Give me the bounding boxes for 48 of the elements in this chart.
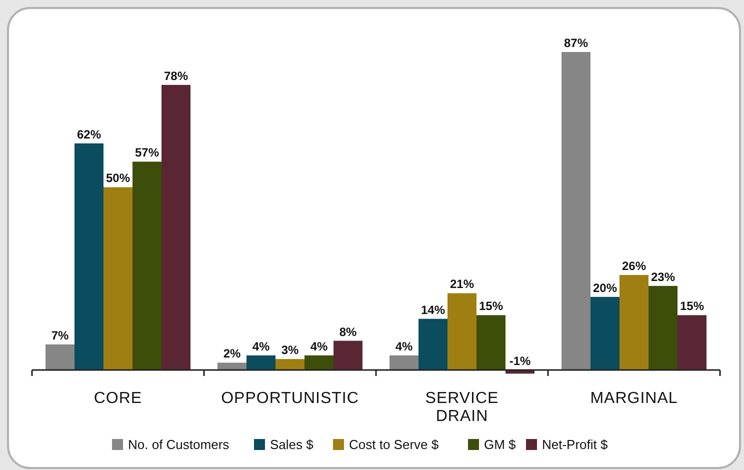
bar bbox=[562, 52, 590, 370]
data-label: 78% bbox=[164, 68, 188, 83]
data-label: -1% bbox=[509, 354, 531, 368]
bar bbox=[390, 355, 418, 370]
data-label: 50% bbox=[106, 171, 130, 186]
bar bbox=[448, 293, 476, 370]
bar bbox=[74, 143, 104, 370]
bar bbox=[304, 355, 334, 370]
bar bbox=[162, 84, 190, 370]
bar bbox=[678, 315, 706, 370]
data-label: 2% bbox=[223, 346, 241, 361]
data-label: 15% bbox=[680, 299, 704, 314]
bar bbox=[218, 362, 246, 370]
bar bbox=[104, 187, 132, 370]
bar bbox=[590, 296, 620, 370]
bar bbox=[46, 344, 74, 370]
bar bbox=[334, 340, 362, 370]
bar bbox=[620, 274, 648, 370]
data-label: 4% bbox=[252, 339, 270, 354]
legend-label: No. of Customers bbox=[128, 437, 230, 452]
bar bbox=[246, 355, 276, 370]
bar bbox=[132, 162, 162, 370]
bar bbox=[418, 318, 448, 370]
legend-label: GM $ bbox=[484, 437, 517, 452]
data-label: 15% bbox=[478, 299, 504, 314]
legend-label: Cost to Serve $ bbox=[349, 437, 440, 452]
data-label: 87% bbox=[564, 36, 588, 50]
data-label: 4% bbox=[395, 339, 413, 354]
legend-label: Net-Profit $ bbox=[542, 437, 609, 452]
data-label: 23% bbox=[650, 270, 676, 284]
x-tick-label: CORE bbox=[94, 390, 142, 407]
bar bbox=[276, 359, 304, 370]
data-label: 62% bbox=[76, 127, 102, 142]
data-label: 57% bbox=[134, 146, 160, 160]
legend-label: Sales $ bbox=[270, 437, 314, 452]
bar bbox=[648, 286, 678, 370]
x-tick-label: MARGINAL bbox=[590, 390, 678, 407]
x-tick-label: OPPORTUNISTIC bbox=[221, 390, 359, 407]
data-label: 7% bbox=[51, 328, 69, 342]
x-tick-label: SERVICE DRAIN bbox=[425, 390, 499, 425]
data-label: 4% bbox=[310, 339, 328, 354]
data-label: 8% bbox=[339, 324, 357, 339]
data-label: 26% bbox=[622, 258, 646, 273]
bar bbox=[476, 315, 506, 370]
data-label: 3% bbox=[281, 343, 299, 358]
data-label: 20% bbox=[592, 280, 618, 295]
data-label: 21% bbox=[450, 277, 474, 292]
data-label: 14% bbox=[420, 302, 446, 317]
